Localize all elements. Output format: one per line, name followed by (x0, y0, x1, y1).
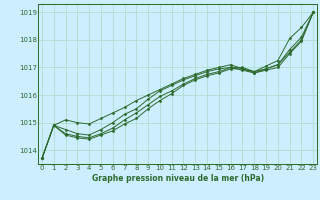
X-axis label: Graphe pression niveau de la mer (hPa): Graphe pression niveau de la mer (hPa) (92, 174, 264, 183)
